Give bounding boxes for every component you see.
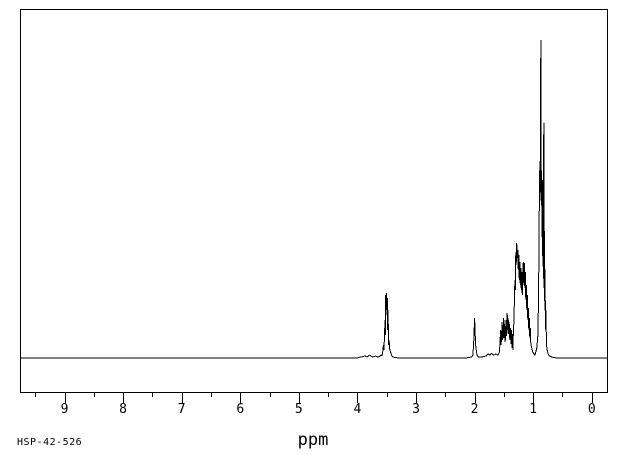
- x-tick-label-8: 8: [119, 402, 127, 417]
- x-tick-label-6: 6: [236, 402, 245, 417]
- spectrum-trace: [20, 39, 607, 359]
- x-axis-title: ppm: [297, 430, 329, 450]
- x-tick-label-9: 9: [60, 402, 69, 417]
- x-tick-label-0: 0: [587, 402, 596, 417]
- x-tick-label-1: 1: [529, 402, 538, 417]
- sample-id-label: HSP-42-526: [17, 437, 83, 448]
- x-tick-label-4: 4: [353, 402, 362, 417]
- x-tick-label-7: 7: [177, 402, 186, 417]
- x-tick-label-2: 2: [470, 402, 479, 417]
- plot-border: [20, 9, 608, 393]
- x-tick-label-5: 5: [294, 402, 303, 417]
- x-tick-label-3: 3: [412, 402, 420, 417]
